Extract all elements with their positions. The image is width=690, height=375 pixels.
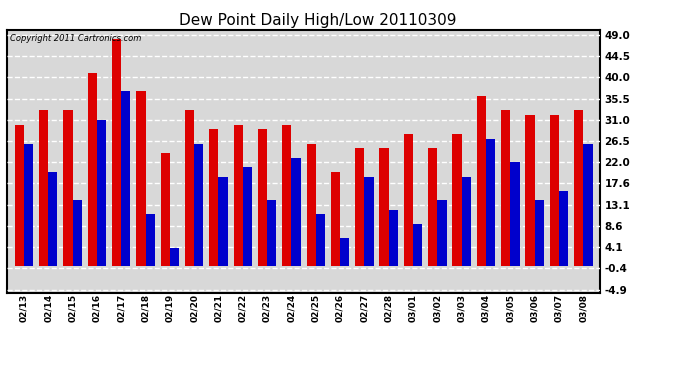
Bar [331,172,340,267]
Bar [550,115,559,267]
Bar [267,200,277,267]
Bar [121,92,130,267]
Bar [72,200,82,267]
Bar [137,92,146,267]
Bar [170,248,179,267]
Bar [48,172,57,267]
Bar [316,214,325,267]
Text: Dew Point Daily High/Low 20110309: Dew Point Daily High/Low 20110309 [179,13,456,28]
Bar [306,144,316,267]
Bar [428,148,437,267]
Bar [258,129,267,267]
Bar [437,200,446,267]
Bar [355,148,364,267]
Bar [24,144,33,267]
Bar [88,73,97,267]
Bar [97,120,106,267]
Bar [14,124,24,267]
Bar [364,177,374,267]
Bar [525,115,535,267]
Bar [161,153,170,267]
Bar [380,148,388,267]
Bar [404,134,413,267]
Bar [388,210,398,267]
Bar [486,139,495,267]
Bar [233,124,243,267]
Bar [219,177,228,267]
Bar [413,224,422,267]
Bar [146,214,155,267]
Bar [511,162,520,267]
Bar [194,144,204,267]
Bar [63,110,72,267]
Bar [477,96,486,267]
Text: Copyright 2011 Cartronics.com: Copyright 2011 Cartronics.com [10,34,141,43]
Bar [501,110,511,267]
Bar [39,110,48,267]
Bar [574,110,583,267]
Bar [185,110,194,267]
Bar [583,144,593,267]
Bar [291,158,301,267]
Bar [243,167,252,267]
Bar [559,191,568,267]
Bar [535,200,544,267]
Bar [282,124,291,267]
Bar [340,238,349,267]
Bar [209,129,219,267]
Bar [112,39,121,267]
Bar [462,177,471,267]
Bar [453,134,462,267]
